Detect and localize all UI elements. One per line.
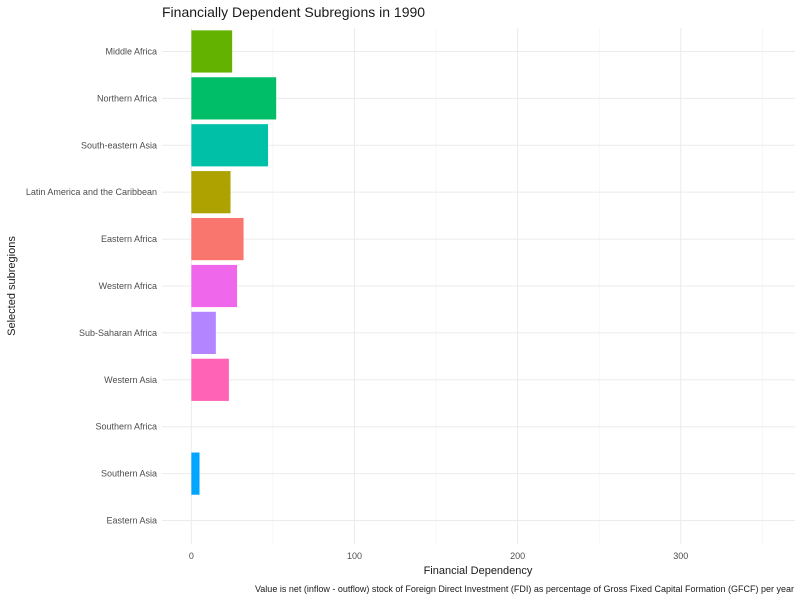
y-tick-label: Eastern Asia — [106, 516, 157, 526]
bar — [191, 358, 229, 401]
y-tick-label: Northern Africa — [97, 93, 157, 103]
y-tick-label: Eastern Africa — [101, 234, 157, 244]
bar — [191, 217, 244, 261]
y-tick-label: Western Asia — [104, 375, 157, 385]
y-tick-label: South-eastern Asia — [81, 140, 157, 150]
y-tick-label: Sub-Saharan Africa — [79, 328, 157, 338]
x-tick-label: 200 — [510, 551, 525, 561]
x-tick-labels: 0 100 200 300 — [189, 551, 688, 561]
chart-caption: Value is net (inflow - outflow) stock of… — [255, 584, 794, 594]
bars — [191, 30, 277, 495]
x-axis-label: Financial Dependency — [424, 565, 533, 577]
bar — [191, 311, 216, 355]
y-tick-labels: Middle Africa Northern Africa South-easter… — [26, 46, 157, 525]
y-tick-label: Southern Asia — [101, 469, 157, 479]
y-tick-label: Middle Africa — [105, 46, 157, 56]
y-tick-label: Latin America and the Caribbean — [26, 187, 157, 197]
x-tick-label: 100 — [347, 551, 362, 561]
bar — [191, 171, 231, 214]
x-tick-label: 0 — [189, 551, 194, 561]
x-tick-label: 300 — [673, 551, 688, 561]
chart-title: Financially Dependent Subregions in 1990 — [162, 4, 425, 20]
bar — [191, 77, 277, 120]
bar — [191, 452, 200, 495]
bar — [191, 124, 269, 167]
bar — [191, 30, 233, 73]
y-tick-label: Southern Africa — [95, 422, 157, 432]
y-tick-label: Western Africa — [99, 281, 157, 291]
y-axis-label: Selected subregions — [6, 236, 18, 336]
bar — [191, 264, 238, 308]
